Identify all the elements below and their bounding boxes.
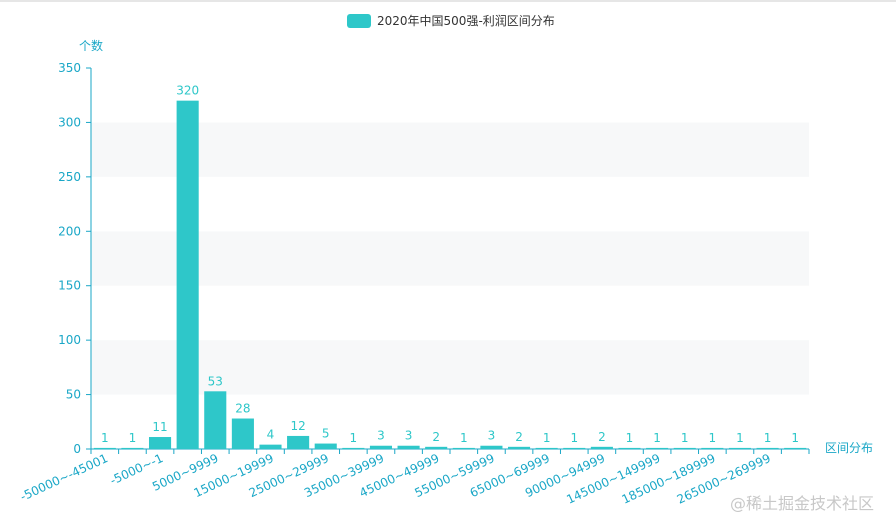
grid-bands	[91, 68, 809, 449]
bar	[121, 447, 144, 449]
data-label: 5	[322, 427, 330, 441]
x-tick-label: -50000~-45001	[18, 451, 110, 504]
data-label: 1	[681, 431, 689, 445]
data-label: 1	[709, 431, 717, 445]
x-axis-title: 区间分布	[825, 441, 873, 455]
data-label: 11	[152, 420, 167, 434]
bar	[784, 447, 807, 449]
data-label: 1	[764, 431, 772, 445]
bar	[148, 437, 172, 449]
legend[interactable]: 2020年中国500强-利润区间分布	[347, 13, 555, 28]
data-label: 1	[570, 431, 578, 445]
legend-label[interactable]: 2020年中国500强-利润区间分布	[377, 13, 555, 28]
y-tick-label: 50	[66, 388, 81, 402]
data-label: 2	[598, 430, 606, 444]
bar	[287, 435, 310, 449]
data-label: 28	[235, 402, 250, 416]
data-label: 1	[350, 431, 358, 445]
bar	[176, 100, 199, 450]
data-label: 3	[377, 429, 385, 443]
grid-band	[91, 231, 809, 286]
y-axis-title: 个数	[79, 38, 103, 53]
grid-band	[91, 122, 809, 177]
bar	[701, 447, 724, 449]
data-label: 12	[290, 419, 305, 433]
bar	[673, 447, 696, 449]
bar	[93, 447, 116, 449]
y-tick-label: 0	[73, 442, 81, 456]
bar	[369, 445, 393, 449]
data-label: 1	[736, 431, 744, 445]
bar	[425, 446, 448, 449]
grid-band	[91, 340, 809, 395]
grid-band	[91, 176, 809, 232]
bar	[231, 418, 254, 449]
bars	[93, 100, 807, 450]
x-tick-label: 145000~149999	[564, 451, 662, 507]
bar	[590, 446, 613, 449]
data-label: 1	[460, 431, 468, 445]
bar	[342, 447, 365, 449]
watermark: @稀土掘金技术社区	[730, 494, 874, 513]
data-label: 1	[543, 431, 551, 445]
data-label: 53	[208, 374, 223, 388]
legend-swatch[interactable]	[347, 14, 371, 28]
bar	[756, 447, 779, 449]
data-label: 1	[101, 431, 109, 445]
data-label: 2	[432, 430, 440, 444]
bar	[314, 443, 337, 449]
y-tick-label: 100	[58, 333, 81, 347]
grid-band	[91, 285, 809, 341]
data-label: 3	[488, 429, 496, 443]
y-tick-label: 350	[58, 61, 81, 75]
bar	[259, 444, 282, 449]
bar	[535, 447, 558, 449]
bar	[480, 445, 503, 449]
bar	[646, 447, 669, 449]
x-axis: -50000~-45001-5000~-15000~999915000~1999…	[18, 448, 810, 507]
bar	[618, 447, 641, 449]
data-label: 1	[653, 431, 661, 445]
data-label: 2	[515, 430, 523, 444]
bar	[204, 391, 227, 449]
y-tick-label: 300	[58, 115, 81, 129]
data-label: 4	[267, 428, 275, 442]
x-tick-label: 185000~189999	[620, 451, 718, 507]
y-tick-label: 200	[58, 224, 81, 238]
bar	[507, 446, 531, 449]
data-label: 1	[626, 431, 634, 445]
data-label: 1	[791, 431, 799, 445]
data-label: 3	[405, 429, 413, 443]
data-label: 1	[129, 431, 137, 445]
bar	[728, 447, 752, 449]
y-tick-label: 250	[58, 170, 81, 184]
bar	[397, 445, 420, 449]
data-label: 320	[176, 84, 199, 98]
y-axis: 0 50 100 150 200 250 300 350	[58, 61, 92, 456]
top-border	[0, 0, 896, 2]
bar	[452, 447, 475, 449]
y-tick-label: 150	[58, 279, 81, 293]
grid-band	[91, 68, 809, 123]
bar	[563, 447, 586, 449]
